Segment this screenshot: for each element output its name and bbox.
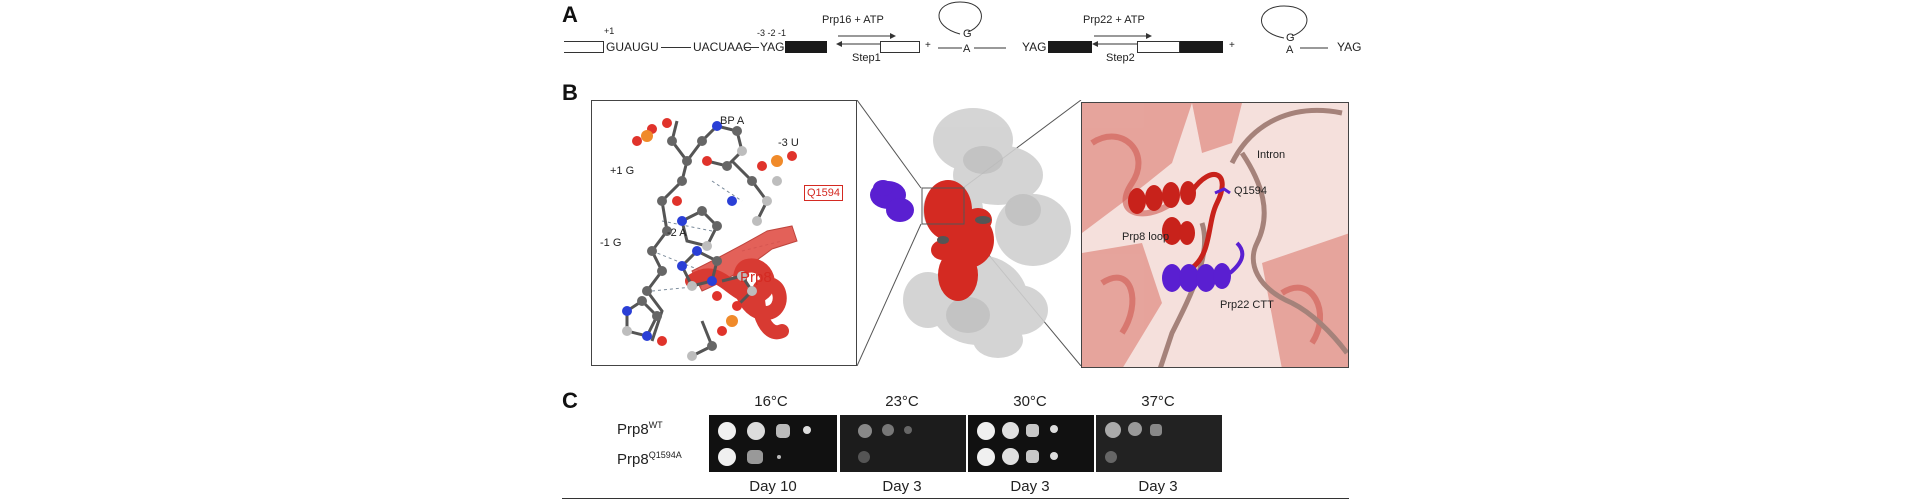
plate-23 [840, 415, 966, 472]
label-bp-a: BP A [720, 115, 745, 127]
lariat1-g: G [963, 28, 972, 40]
pos-minus: -3 -2 -1 [757, 28, 787, 38]
colony [718, 448, 736, 466]
spliced-exon1 [1137, 41, 1180, 53]
panel-a-letter: A [562, 2, 578, 27]
strain-mutant: Prp8Q1594A [617, 450, 682, 468]
label-intron: Intron [1257, 149, 1286, 161]
colony [777, 455, 781, 459]
label-minus1-g: -1 G [600, 237, 622, 249]
label-prp22-ctt: Prp22 CTT [1220, 299, 1274, 311]
ball-and-stick-model [622, 118, 798, 361]
lariat1-a: A [963, 43, 971, 55]
atoms [622, 118, 797, 361]
label-plus1-g: +1 G [610, 165, 635, 177]
colony [718, 422, 736, 440]
exon1-box [564, 41, 604, 53]
label-q1594-right: Q1594 [1234, 185, 1268, 197]
strain-wt-sup: WT [648, 420, 663, 430]
lariat2-a: A [1286, 44, 1294, 56]
strain-wt: Prp8WT [617, 420, 663, 438]
yag-1: YAG [760, 40, 785, 54]
colony [882, 424, 894, 436]
plate-16 [709, 415, 837, 472]
lariat-2 [1261, 5, 1328, 49]
colony [1002, 448, 1019, 465]
exon2-box-1 [785, 41, 827, 53]
five-ss-seq: GUAUGU [606, 40, 659, 54]
colony [1026, 450, 1039, 463]
colony [858, 451, 870, 463]
panel-b-letter: B [562, 80, 578, 105]
colony [803, 426, 811, 434]
colony [858, 424, 872, 438]
temp-37: 37°C [1141, 393, 1175, 410]
strain-wt-base: Prp8 [617, 421, 649, 438]
lariat2-g: G [1286, 32, 1295, 44]
strain-mutant-sup: Q1594A [648, 450, 682, 460]
colony [1050, 452, 1058, 460]
colony [1002, 422, 1019, 439]
lariat-1 [938, 1, 1006, 49]
colony [1105, 451, 1117, 463]
intron-line-1 [661, 47, 691, 48]
yag-2: YAG [1022, 40, 1047, 54]
plate-37 [1096, 415, 1222, 472]
bottom-rule [562, 498, 1349, 499]
colony [747, 450, 763, 464]
strain-mutant-base: Prp8 [617, 451, 649, 468]
exon2-box-2 [1048, 41, 1092, 53]
branch-seq: UACUAAC [693, 40, 752, 54]
colony [977, 422, 995, 440]
pos-plus1: +1 [604, 26, 615, 36]
active-site-closeup: BP A -3 U +1 G Q1594 -2 A -1 G Prp8 [591, 100, 857, 366]
plus-2: + [1229, 40, 1235, 51]
intron-line-2 [745, 47, 759, 48]
label-q1594-left: Q1594 [804, 185, 844, 201]
colony [776, 424, 790, 438]
step2-label: Step2 [1106, 52, 1135, 64]
day-23: Day 3 [882, 478, 922, 495]
label-minus2-a: -2 A [667, 227, 687, 239]
prp8-helix [685, 225, 798, 340]
colony [1150, 424, 1162, 436]
label-prp8-loop: Prp8 loop [1122, 231, 1170, 243]
ribbon-model [1082, 103, 1348, 367]
step2-enzyme: Prp22 + ATP [1083, 14, 1145, 26]
spliced-exon2 [1180, 41, 1223, 53]
colony [747, 422, 765, 440]
label-minus3-u: -3 U [778, 137, 799, 149]
plus-1: + [925, 40, 931, 51]
step1-label: Step1 [852, 52, 881, 64]
temp-30: 30°C [1013, 393, 1047, 410]
day-16: Day 10 [749, 478, 797, 495]
colony [904, 426, 912, 434]
day-30: Day 3 [1010, 478, 1050, 495]
step1-enzyme: Prp16 + ATP [822, 14, 884, 26]
exon1-free [880, 41, 920, 53]
temp-23: 23°C [885, 393, 919, 410]
day-37: Day 3 [1138, 478, 1178, 495]
colony [1050, 425, 1058, 433]
spliceosome-overview [870, 108, 1071, 358]
plate-30 [968, 415, 1094, 472]
colony [1105, 422, 1121, 438]
prp8-loop-closeup: Intron Q1594 Prp8 loop Prp22 CTT [1081, 102, 1349, 368]
label-prp8: Prp8 [740, 269, 772, 286]
temp-16: 16°C [754, 393, 788, 410]
yag-3: YAG [1337, 40, 1362, 54]
colony [1128, 422, 1142, 436]
colony [977, 448, 995, 466]
step1-arrows [836, 33, 896, 47]
colony [1026, 424, 1039, 437]
panel-c-letter: C [562, 388, 578, 413]
